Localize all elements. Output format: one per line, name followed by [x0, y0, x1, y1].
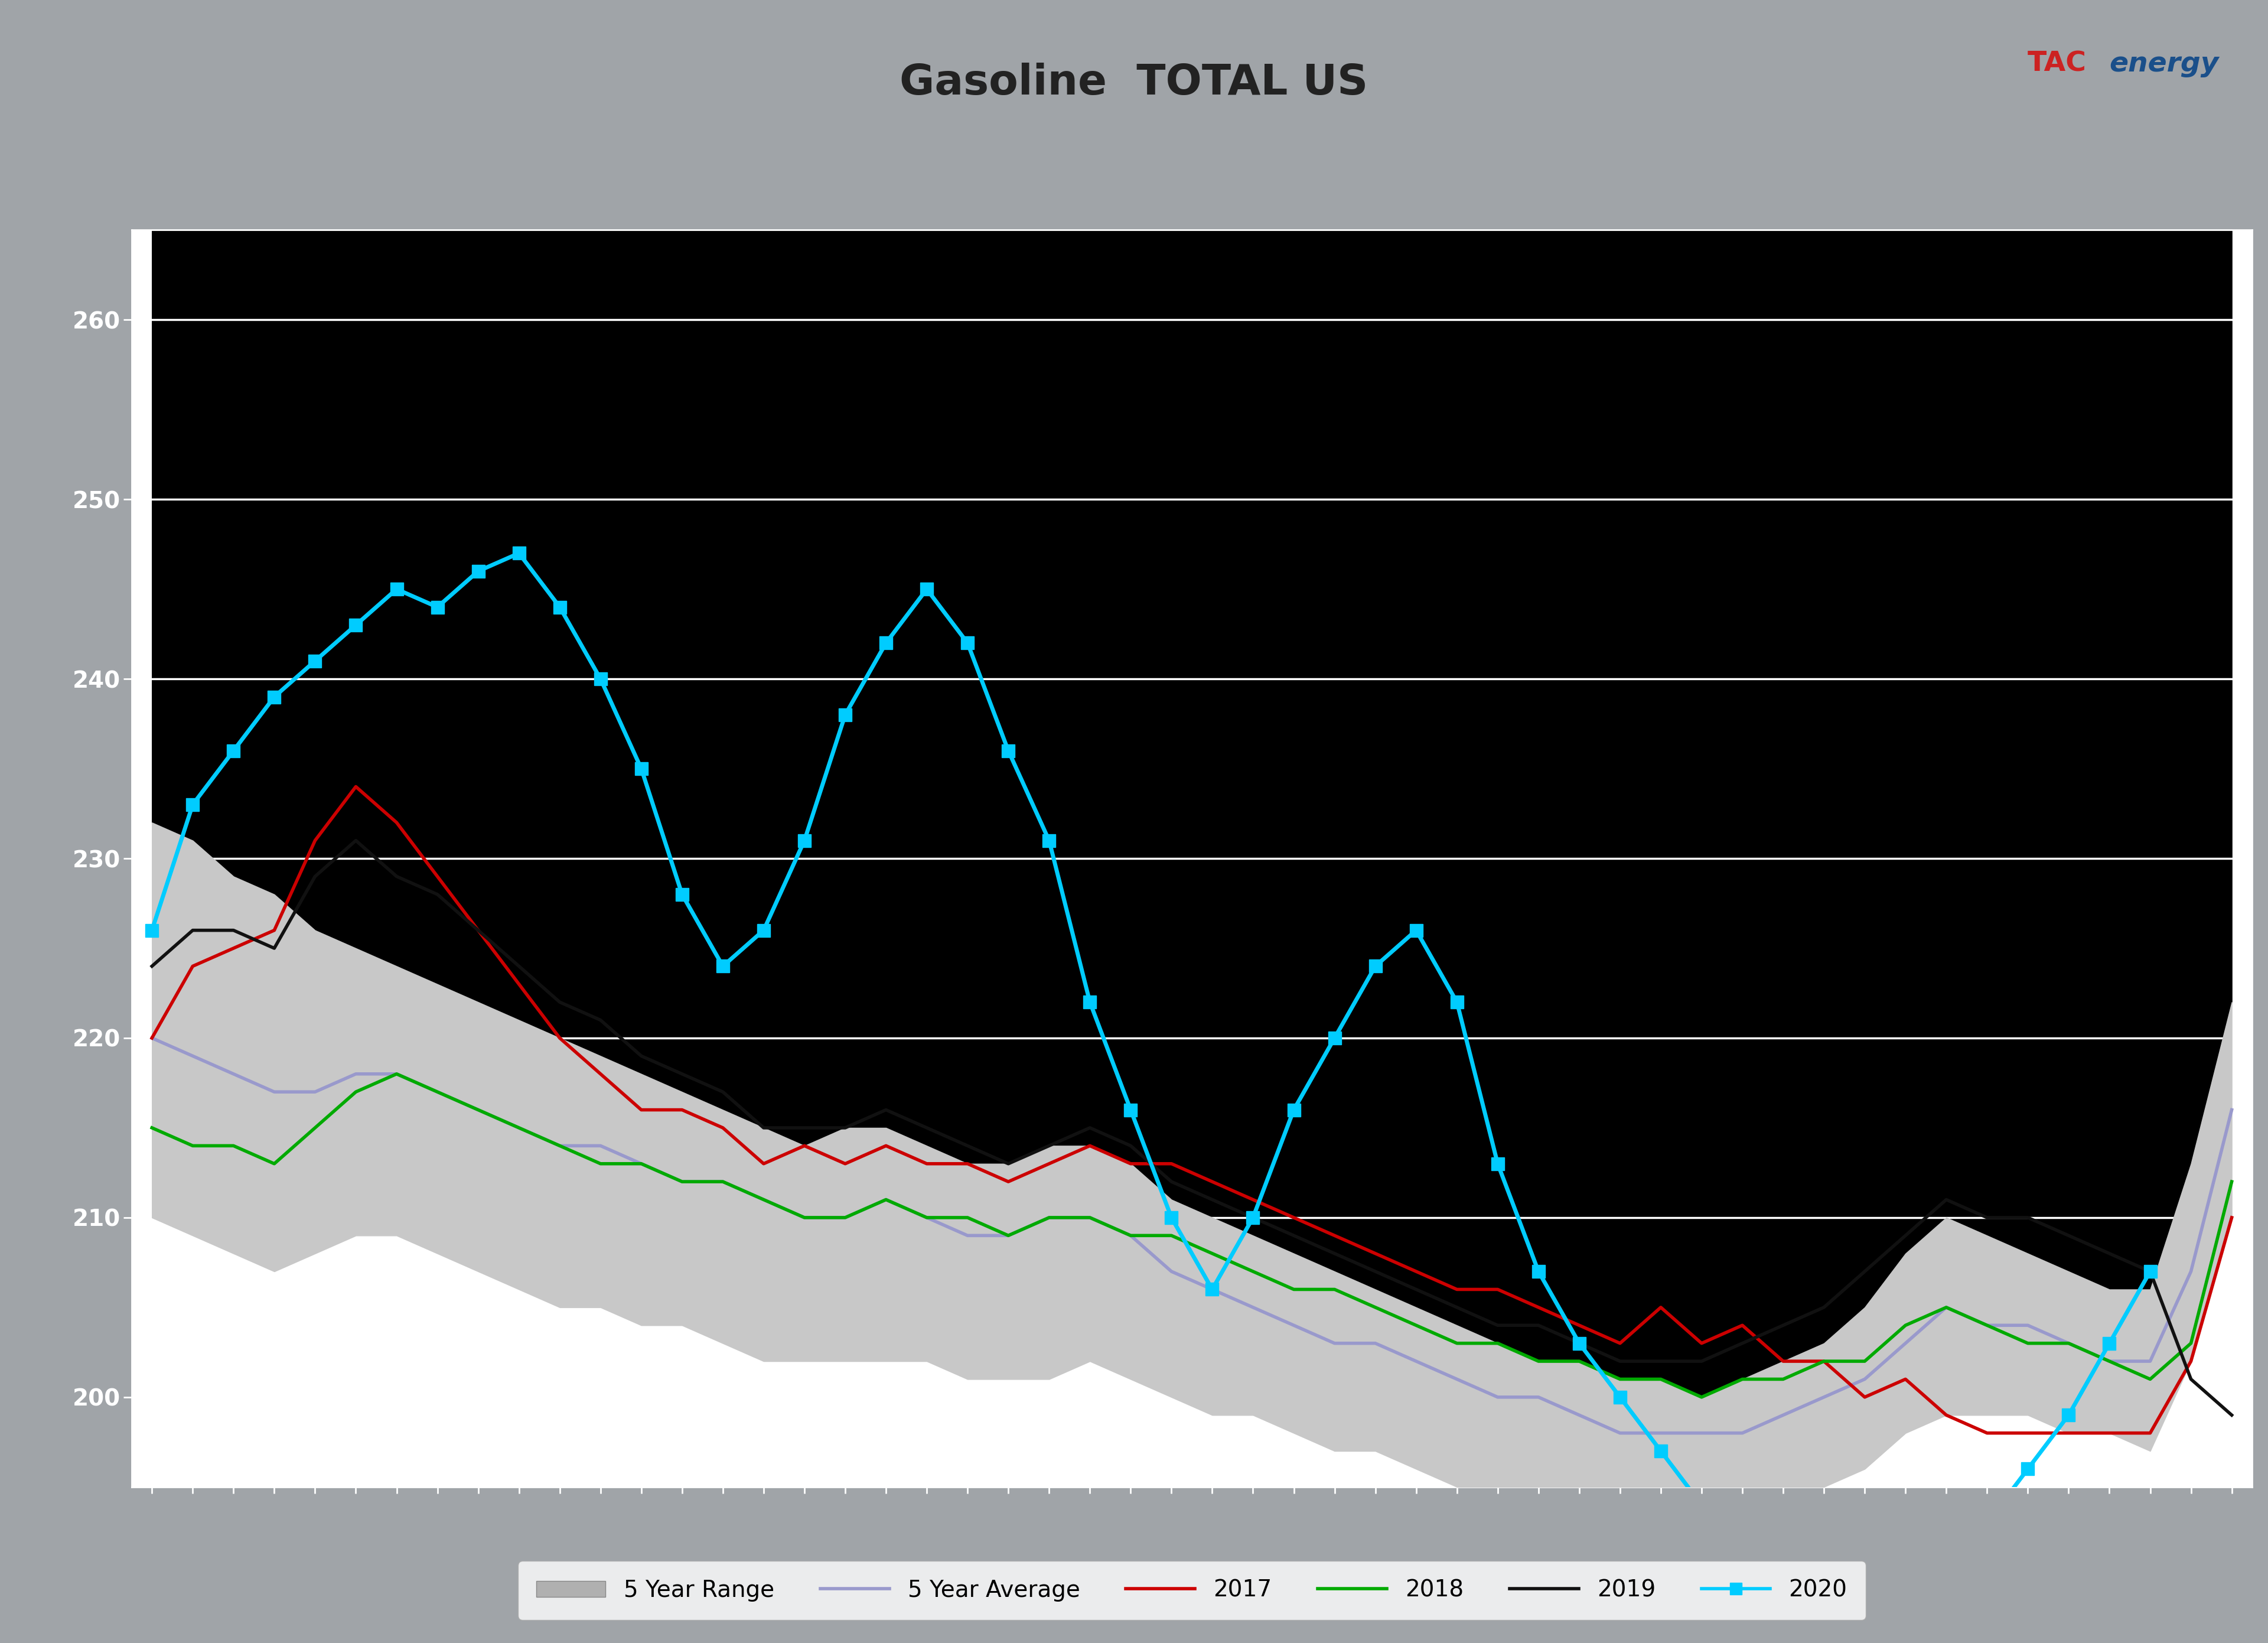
Text: TAC: TAC — [2028, 51, 2087, 77]
Text: energy: energy — [2109, 51, 2218, 77]
Text: Gasoline  TOTAL US: Gasoline TOTAL US — [900, 62, 1368, 104]
Legend: 5 Year Range, 5 Year Average, 2017, 2018, 2019, 2020: 5 Year Range, 5 Year Average, 2017, 2018… — [517, 1561, 1867, 1620]
